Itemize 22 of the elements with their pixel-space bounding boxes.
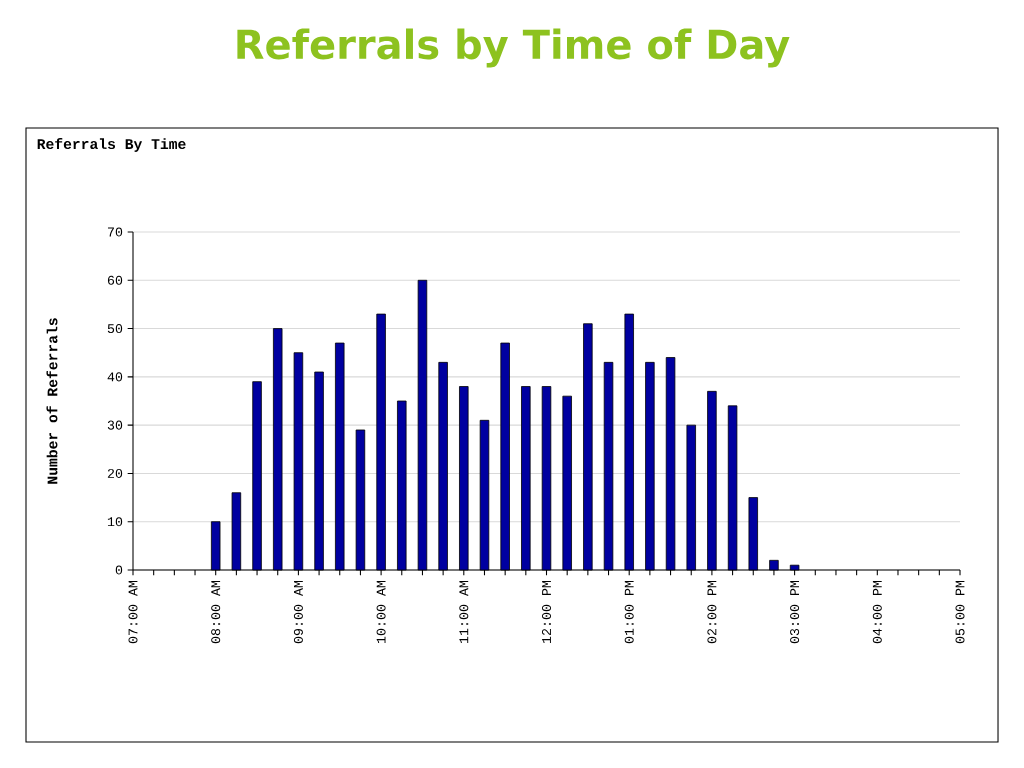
- y-tick-label: 20: [107, 468, 123, 478]
- y-tick-label: 10: [107, 517, 123, 527]
- x-tick-label: 02:00 PM: [707, 580, 717, 644]
- x-tick-label: 08:00 AM: [211, 580, 221, 644]
- x-tick-label: 05:00 PM: [955, 580, 965, 644]
- x-tick-label: 07:00 AM: [128, 580, 138, 644]
- x-tick-label: 09:00 AM: [293, 580, 303, 644]
- y-tick-label: 70: [107, 227, 123, 237]
- y-tick-label: 40: [107, 372, 123, 382]
- x-tick-label: 12:00 PM: [541, 580, 552, 644]
- y-tick-label: 0: [115, 565, 123, 575]
- x-tick-label: 11:00 AM: [459, 580, 469, 644]
- chart-title: Referrals by Time of Day: [237, 28, 790, 68]
- x-tick-label: 04:00 PM: [872, 580, 882, 644]
- x-tick-label: 01:00 PM: [624, 580, 634, 644]
- x-tick-label: 10:00 AM: [376, 580, 386, 644]
- chart-subtitle: Referrals By Time: [37, 138, 186, 152]
- y-tick-label: 60: [107, 275, 123, 285]
- x-tick-label: 03:00 PM: [790, 580, 800, 644]
- y-tick-label: 30: [107, 420, 123, 430]
- y-axis-title: Number of Referrals: [46, 318, 58, 484]
- y-tick-label: 50: [107, 324, 123, 334]
